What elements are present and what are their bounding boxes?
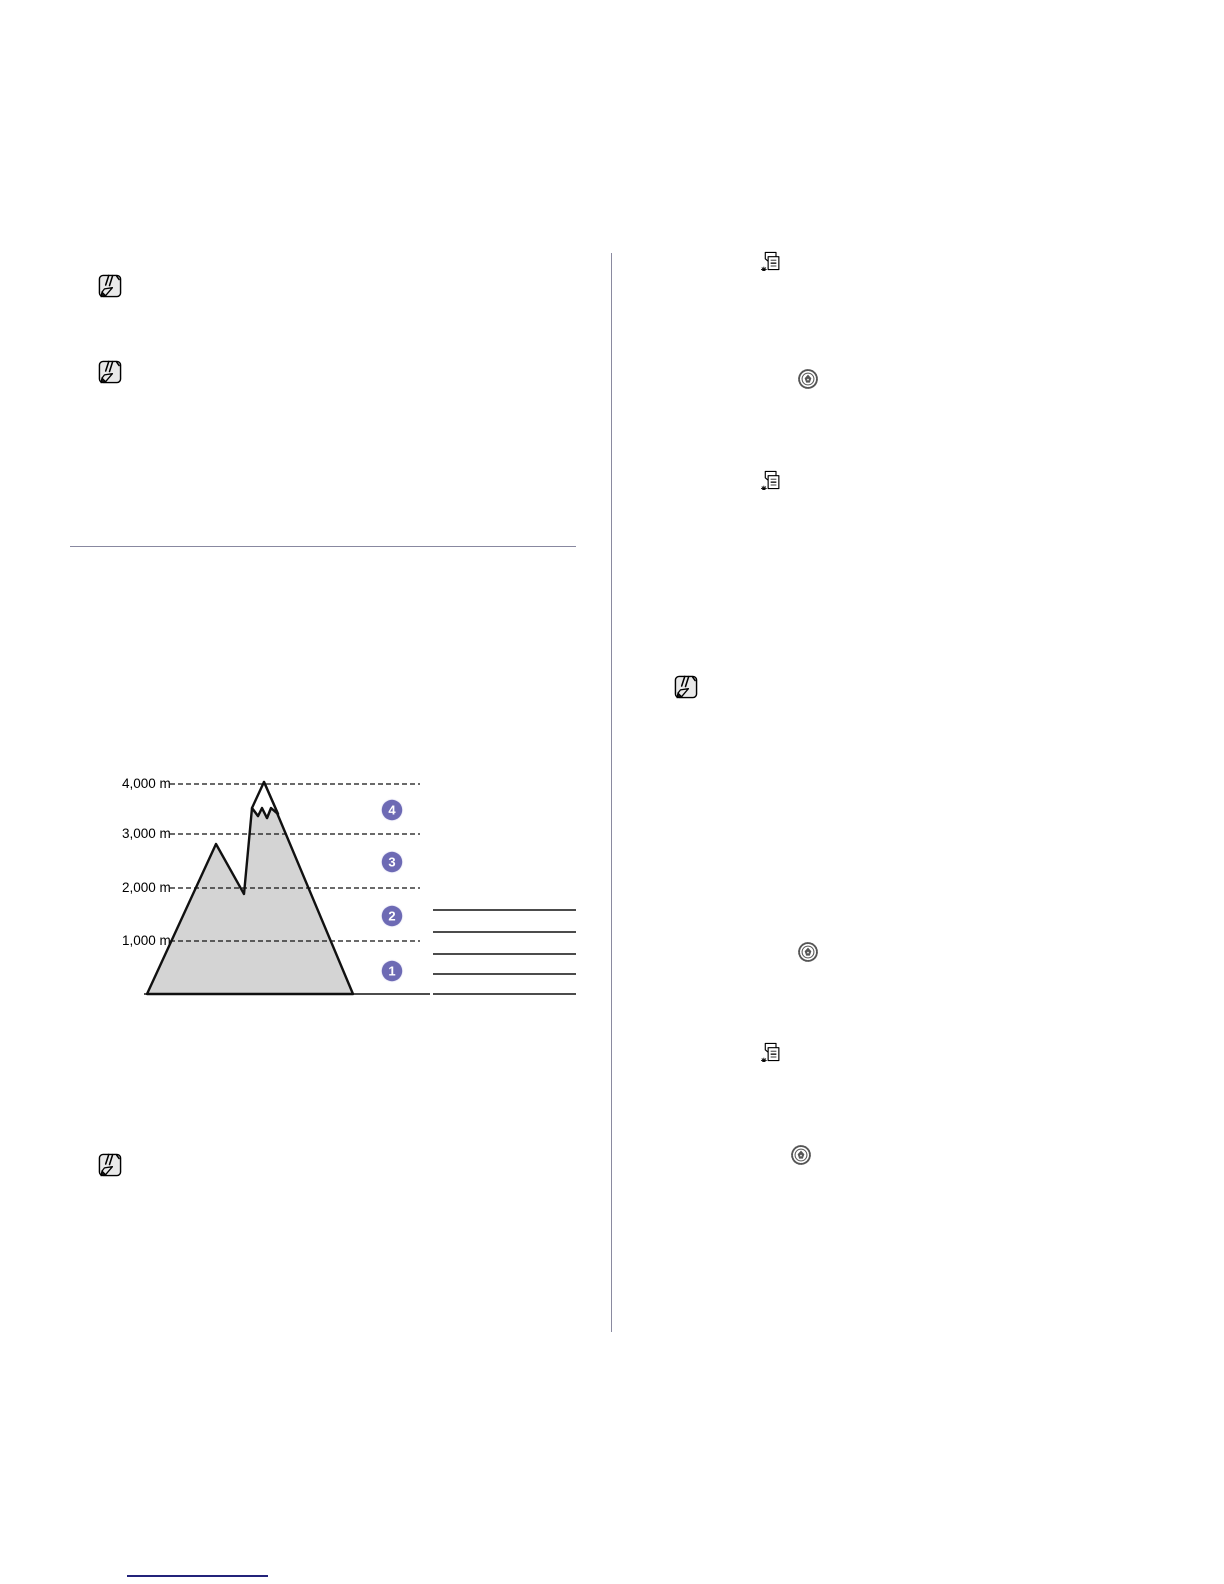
svg-text:4,000 m: 4,000 m bbox=[122, 776, 171, 791]
svg-text:1,000 m: 1,000 m bbox=[122, 933, 171, 948]
svg-text:2,000 m: 2,000 m bbox=[122, 880, 171, 895]
svg-text:1: 1 bbox=[388, 964, 395, 979]
svg-text:4: 4 bbox=[388, 803, 396, 818]
svg-text:2: 2 bbox=[388, 909, 395, 924]
svg-text:3,000 m: 3,000 m bbox=[122, 826, 171, 841]
svg-text:3: 3 bbox=[388, 855, 395, 870]
